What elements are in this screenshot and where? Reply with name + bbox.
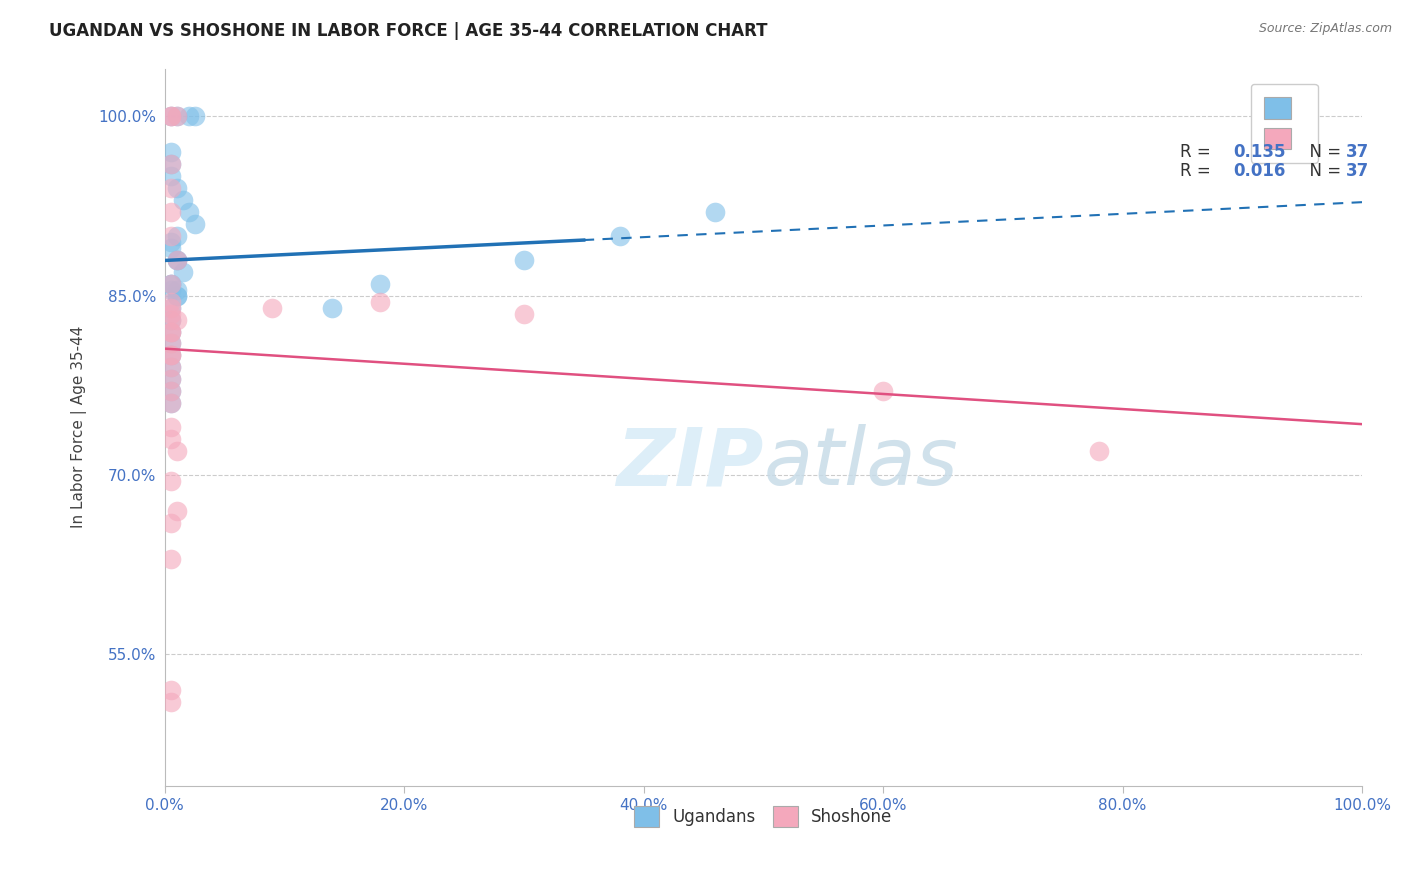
Point: [159, 157, 181, 171]
Point: [159, 277, 181, 291]
Point: [159, 516, 181, 530]
Point: [166, 288, 188, 302]
Point: [159, 157, 181, 171]
Point: [159, 205, 181, 219]
Point: [159, 360, 181, 375]
Text: R =: R =: [1180, 162, 1216, 180]
Point: [159, 312, 181, 326]
Point: [159, 235, 181, 249]
Text: 37: 37: [1346, 143, 1369, 161]
Point: [704, 205, 727, 219]
Point: [166, 252, 188, 267]
Point: [159, 396, 181, 410]
Point: [166, 252, 188, 267]
Point: [159, 109, 181, 123]
Point: [159, 294, 181, 309]
Text: 0.135: 0.135: [1233, 143, 1285, 161]
Point: [159, 372, 181, 386]
Point: [166, 252, 188, 267]
Point: [159, 348, 181, 362]
Point: [183, 109, 205, 123]
Point: [321, 301, 343, 315]
Point: [159, 360, 181, 375]
Point: [159, 695, 181, 709]
Point: [166, 109, 188, 123]
Point: [159, 384, 181, 399]
Point: [159, 169, 181, 183]
Point: [159, 109, 181, 123]
Point: [166, 283, 188, 297]
Point: [166, 504, 188, 518]
Point: [172, 265, 194, 279]
Point: [166, 444, 188, 458]
Point: [159, 683, 181, 698]
Point: [177, 205, 200, 219]
Point: [159, 307, 181, 321]
Point: [177, 109, 200, 123]
Text: 37: 37: [1346, 162, 1369, 180]
Point: [159, 277, 181, 291]
Point: [159, 312, 181, 326]
Point: [368, 277, 391, 291]
Point: [183, 217, 205, 231]
Point: [159, 277, 181, 291]
Point: [159, 325, 181, 339]
Point: [159, 372, 181, 386]
Point: [159, 283, 181, 297]
Point: [159, 432, 181, 446]
Point: [159, 348, 181, 362]
Point: [159, 336, 181, 351]
Point: [513, 307, 536, 321]
Point: [159, 325, 181, 339]
Point: [1087, 444, 1109, 458]
Point: [159, 181, 181, 195]
Point: [166, 109, 188, 123]
Point: [166, 181, 188, 195]
Point: [159, 145, 181, 160]
Point: [159, 336, 181, 351]
Point: [172, 193, 194, 207]
Y-axis label: In Labor Force | Age 35-44: In Labor Force | Age 35-44: [72, 326, 87, 528]
Text: N =: N =: [1299, 143, 1347, 161]
Point: [159, 384, 181, 399]
Text: Source: ZipAtlas.com: Source: ZipAtlas.com: [1258, 22, 1392, 36]
Point: [159, 325, 181, 339]
Point: [159, 301, 181, 315]
Point: [159, 396, 181, 410]
Text: atlas: atlas: [763, 424, 957, 502]
Point: [159, 551, 181, 566]
Legend: Ugandans, Shoshone: Ugandans, Shoshone: [626, 797, 901, 835]
Point: [872, 384, 894, 399]
Point: [513, 252, 536, 267]
Point: [159, 241, 181, 255]
Point: [159, 474, 181, 488]
Point: [166, 228, 188, 243]
Point: [368, 294, 391, 309]
Text: UGANDAN VS SHOSHONE IN LABOR FORCE | AGE 35-44 CORRELATION CHART: UGANDAN VS SHOSHONE IN LABOR FORCE | AGE…: [49, 22, 768, 40]
Text: 0.016: 0.016: [1233, 162, 1285, 180]
Point: [166, 288, 188, 302]
Point: [159, 109, 181, 123]
Point: [262, 301, 284, 315]
Point: [166, 312, 188, 326]
Text: ZIP: ZIP: [616, 424, 763, 502]
Point: [159, 301, 181, 315]
Point: [609, 228, 631, 243]
Text: N =: N =: [1299, 162, 1347, 180]
Point: [159, 228, 181, 243]
Point: [159, 420, 181, 434]
Point: [159, 348, 181, 362]
Text: R =: R =: [1180, 143, 1216, 161]
